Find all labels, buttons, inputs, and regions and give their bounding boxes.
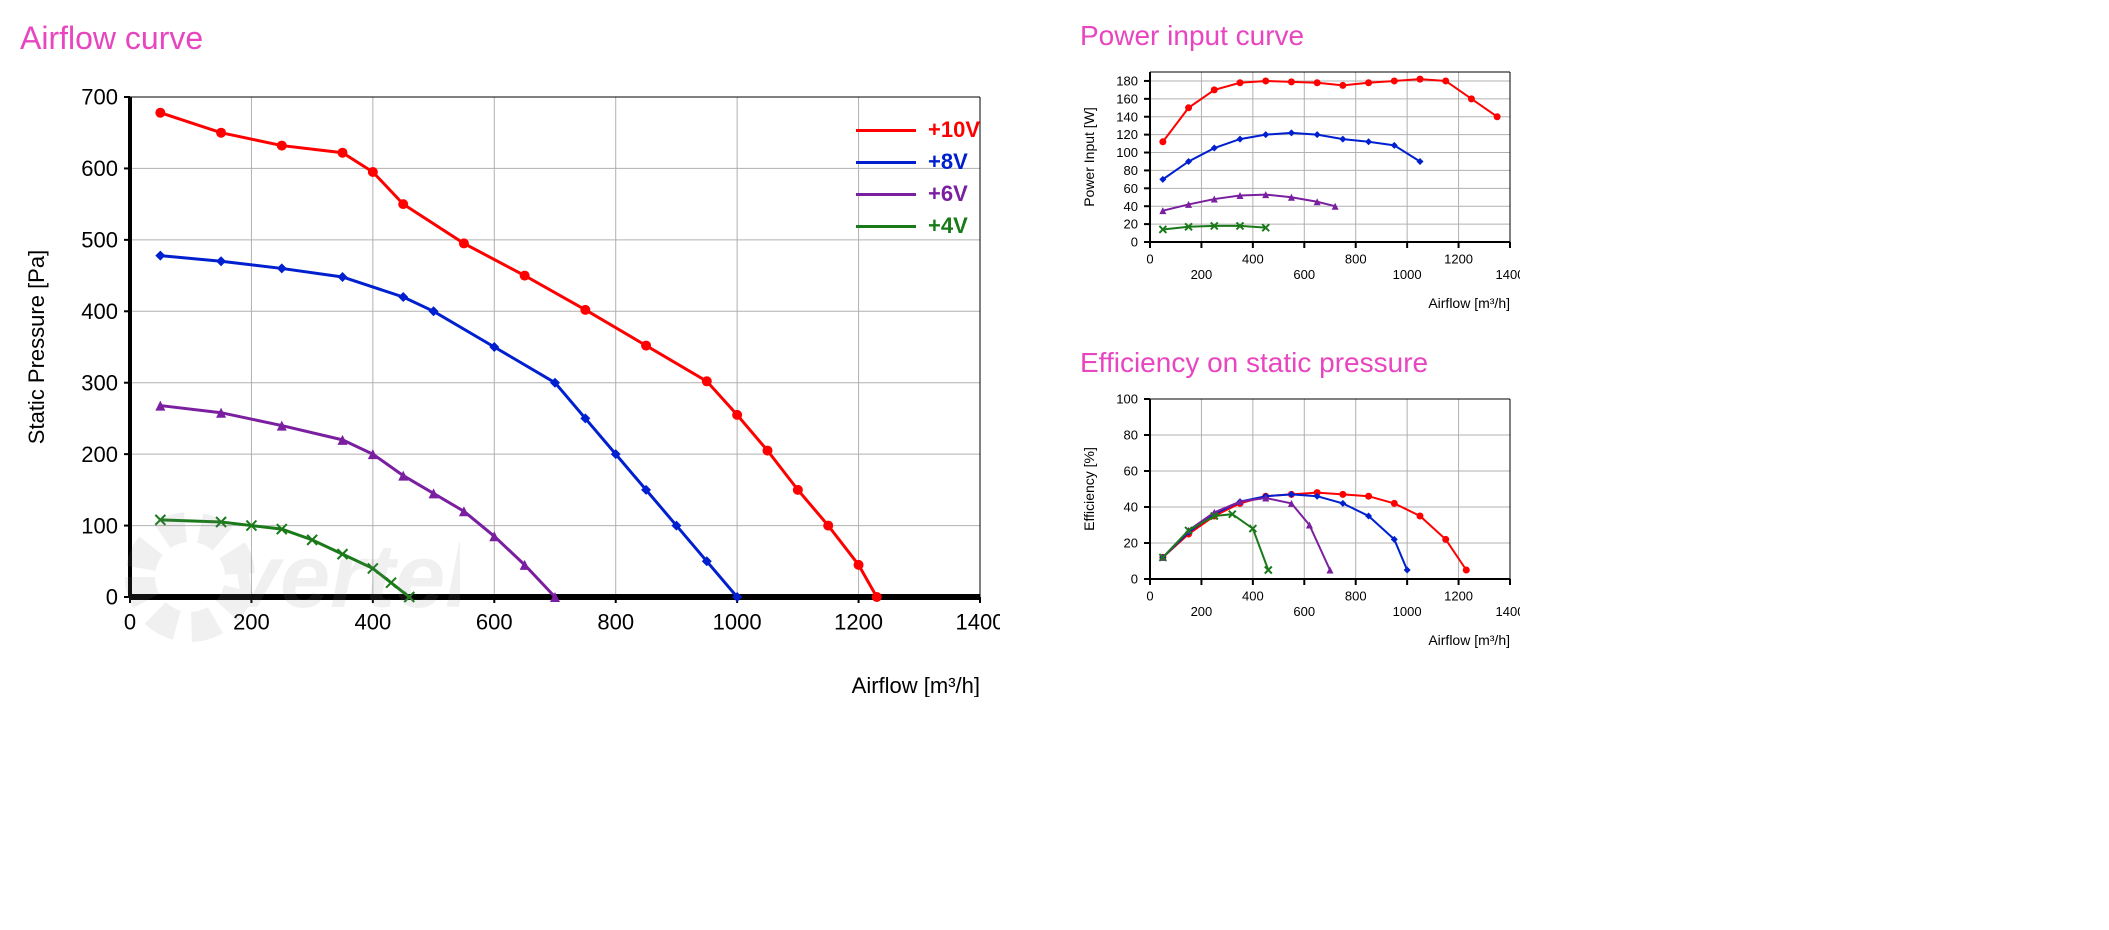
power-chart-svg: 0 20 40 60 80 100 120 140 160 180 0 200 400 600 800 100…	[1080, 62, 1520, 312]
legend: +10V +8V +6V +4V	[856, 117, 980, 245]
svg-text:400: 400	[1242, 252, 1264, 267]
svg-text:0: 0	[106, 585, 118, 610]
svg-text:120: 120	[1116, 127, 1138, 142]
svg-text:20: 20	[1124, 217, 1138, 232]
svg-text:60: 60	[1124, 181, 1138, 196]
svg-text:600: 600	[81, 156, 118, 181]
svg-text:1400: 1400	[956, 609, 1000, 634]
svg-text:100: 100	[1116, 145, 1138, 160]
airflow-chart: 0 100 200 300 400 500 600 700 0 200 400 600 800 1000 1…	[20, 77, 1020, 702]
svg-text:1200: 1200	[1444, 252, 1473, 267]
airflow-chart-svg: 0 100 200 300 400 500 600 700 0 200 400 600 800 1000 1…	[20, 77, 1000, 697]
svg-text:1200: 1200	[1444, 589, 1473, 604]
svg-text:Airflow [m³/h]: Airflow [m³/h]	[1428, 295, 1510, 311]
svg-text:600: 600	[1293, 267, 1315, 282]
svg-text:200: 200	[1191, 604, 1213, 619]
airflow-chart-title: Airflow curve	[20, 20, 1020, 57]
svg-text:0: 0	[1146, 252, 1153, 267]
svg-text:40: 40	[1124, 199, 1138, 214]
legend-label: +6V	[928, 181, 968, 207]
legend-swatch	[856, 193, 916, 196]
legend-swatch	[856, 129, 916, 132]
power-chart: 0 20 40 60 80 100 120 140 160 180 0 200 400 600 800 100…	[1080, 62, 1580, 317]
charts-container: Airflow curve 01002003004005006007000200…	[20, 20, 2089, 702]
efficiency-chart: 0204060801000200400600800100012001400Air…	[1080, 389, 1580, 654]
svg-text:300: 300	[81, 370, 118, 395]
legend-label: +4V	[928, 213, 968, 239]
svg-text:180: 180	[1116, 73, 1138, 88]
svg-text:200: 200	[233, 609, 270, 634]
svg-text:160: 160	[1116, 91, 1138, 106]
power-chart-title: Power input curve	[1080, 20, 1580, 52]
efficiency-chart-title: Efficiency on static pressure	[1080, 347, 1580, 379]
svg-text:400: 400	[354, 609, 391, 634]
legend-item: +4V	[856, 213, 980, 239]
svg-text:800: 800	[1345, 589, 1367, 604]
right-panel: Power input curve 0 20 40 60 80 100 120 140 160 1…	[1080, 20, 1580, 702]
legend-swatch	[856, 161, 916, 164]
svg-text:800: 800	[597, 609, 634, 634]
svg-text:20: 20	[1124, 536, 1138, 551]
svg-text:60: 60	[1124, 464, 1138, 479]
svg-text:100: 100	[81, 513, 118, 538]
svg-text:700: 700	[81, 85, 118, 110]
svg-text:0: 0	[1131, 235, 1138, 250]
svg-text:Airflow [m³/h]: Airflow [m³/h]	[852, 673, 980, 697]
svg-text:Airflow [m³/h]: Airflow [m³/h]	[1428, 632, 1510, 648]
svg-text:600: 600	[1293, 604, 1315, 619]
legend-label: +10V	[928, 117, 980, 143]
legend-item: +6V	[856, 181, 980, 207]
svg-text:40: 40	[1124, 500, 1138, 515]
svg-text:500: 500	[81, 228, 118, 253]
svg-text:1400: 1400	[1496, 267, 1520, 282]
svg-text:400: 400	[81, 299, 118, 324]
svg-text:Power Input [W]: Power Input [W]	[1081, 107, 1097, 207]
svg-text:100: 100	[1116, 392, 1138, 407]
svg-text:0: 0	[124, 609, 136, 634]
legend-swatch	[856, 225, 916, 228]
svg-text:800: 800	[1345, 252, 1367, 267]
legend-label: +8V	[928, 149, 968, 175]
svg-text:1000: 1000	[1393, 604, 1422, 619]
svg-text:1000: 1000	[1393, 267, 1422, 282]
svg-text:Efficiency [%]: Efficiency [%]	[1081, 447, 1097, 531]
airflow-chart-panel: Airflow curve 0 100 200 300 400 500 600 700 0 200…	[20, 20, 1020, 702]
svg-text:1400: 1400	[1496, 604, 1520, 619]
efficiency-chart-svg: 0204060801000200400600800100012001400Air…	[1080, 389, 1520, 649]
svg-text:Static Pressure [Pa]: Static Pressure [Pa]	[24, 250, 49, 444]
legend-item: +8V	[856, 149, 980, 175]
svg-text:1000: 1000	[713, 609, 762, 634]
svg-text:140: 140	[1116, 109, 1138, 124]
svg-text:1200: 1200	[834, 609, 883, 634]
svg-text:200: 200	[1191, 267, 1213, 282]
legend-item: +10V	[856, 117, 980, 143]
svg-text:80: 80	[1124, 163, 1138, 178]
svg-text:200: 200	[81, 442, 118, 467]
svg-text:0: 0	[1146, 589, 1153, 604]
svg-text:600: 600	[476, 609, 513, 634]
svg-text:80: 80	[1124, 428, 1138, 443]
svg-text:400: 400	[1242, 589, 1264, 604]
svg-text:0: 0	[1131, 572, 1138, 587]
